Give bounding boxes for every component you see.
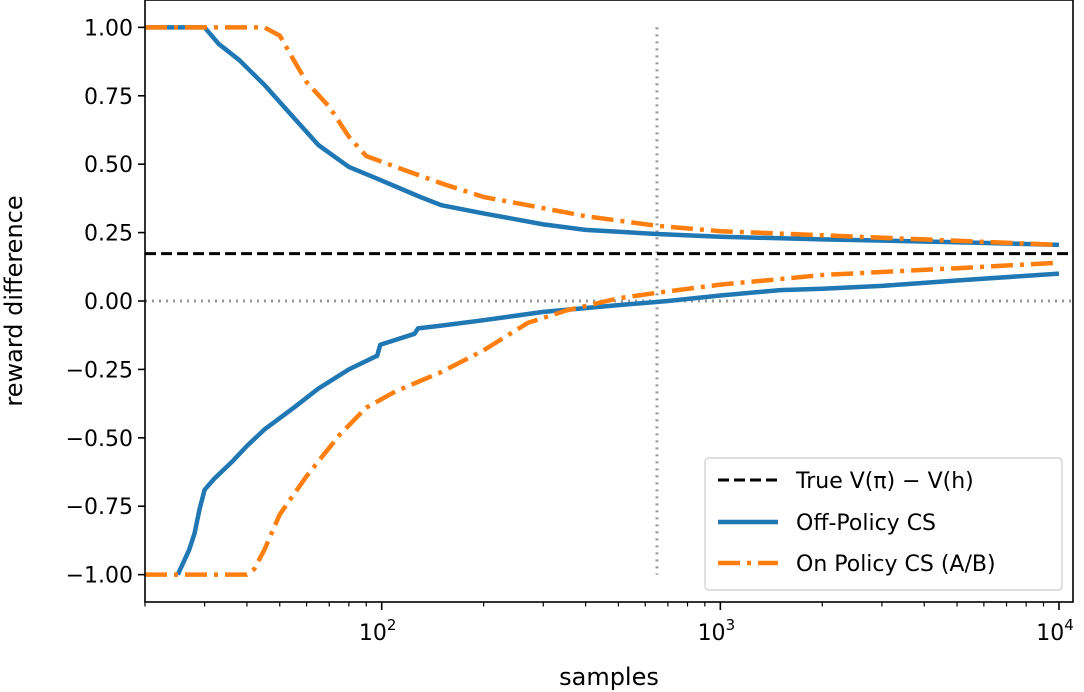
x-axis: 102 103 104 bbox=[144, 602, 1074, 646]
legend: True V(π) − V(h) Off-Policy CS On Policy… bbox=[704, 457, 1063, 591]
legend-box bbox=[704, 457, 1063, 591]
y-tick-label: −1.00 bbox=[66, 564, 133, 589]
on-policy-cs-a-b-upper-bound bbox=[145, 25, 1060, 248]
on-policy-cs-a-b-lower-bound bbox=[145, 260, 1060, 577]
legend-label-on-policy: On Policy CS (A/B) bbox=[796, 552, 996, 577]
y-axis: 1.00 0.75 0.50 0.25 0.00 −0.25 −0.50 −0.75 −1.00 bbox=[66, 16, 145, 589]
x-tick-label: 103 bbox=[698, 616, 736, 646]
y-tick-label: 0.00 bbox=[84, 290, 133, 315]
y-tick-label: 1.00 bbox=[84, 16, 133, 41]
y-tick-label: 0.75 bbox=[84, 85, 133, 110]
y-tick-label: 0.50 bbox=[84, 153, 133, 178]
legend-label-off-policy: Off-Policy CS bbox=[796, 511, 936, 536]
off-policy-cs-upper-bound bbox=[145, 25, 1060, 248]
y-tick-label: 0.25 bbox=[84, 222, 133, 247]
x-axis-label: samples bbox=[559, 663, 659, 691]
off-policy-cs-lower-bound bbox=[175, 271, 1060, 576]
series-lines bbox=[145, 25, 1060, 577]
y-axis-label: reward difference bbox=[0, 195, 28, 406]
y-tick-label: −0.50 bbox=[66, 427, 133, 452]
x-tick-label: 104 bbox=[1036, 616, 1074, 646]
x-tick-label: 102 bbox=[359, 616, 397, 646]
y-tick-label: −0.25 bbox=[66, 358, 133, 383]
legend-label-true-value: True V(π) − V(h) bbox=[795, 469, 974, 494]
y-tick-label: −0.75 bbox=[66, 495, 133, 520]
